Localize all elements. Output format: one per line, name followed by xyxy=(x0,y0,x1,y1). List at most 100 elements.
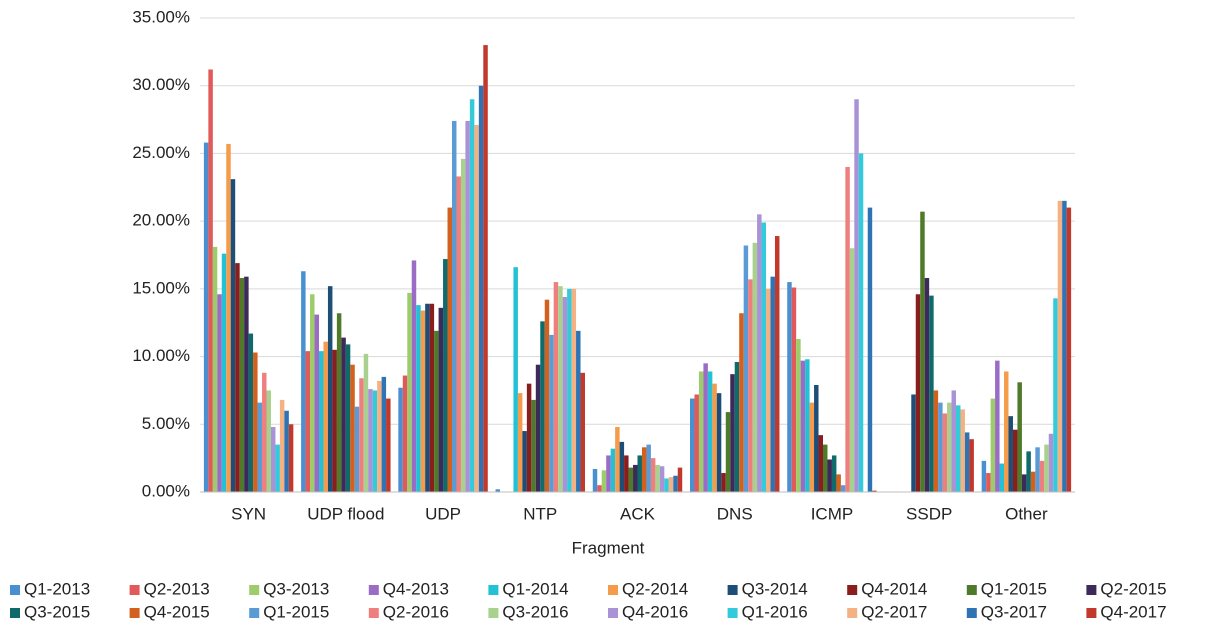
bar xyxy=(558,286,563,492)
legend-label: Q1-2015 xyxy=(263,602,329,621)
bar xyxy=(323,341,328,492)
legend-swatch xyxy=(129,608,140,618)
x-tick-label: ICMP xyxy=(811,504,854,523)
legend-swatch xyxy=(368,585,379,595)
bar xyxy=(336,313,342,492)
bar xyxy=(341,337,346,492)
bar xyxy=(668,477,674,492)
legend-label: Q3-2013 xyxy=(263,579,329,598)
bar xyxy=(416,305,421,492)
bar xyxy=(517,393,523,492)
bar xyxy=(1035,447,1040,492)
bar xyxy=(1021,474,1027,492)
bar xyxy=(319,351,324,492)
y-tick-label: 15.00% xyxy=(132,278,190,297)
bar xyxy=(262,372,267,492)
bar xyxy=(447,207,452,492)
bar xyxy=(460,158,466,493)
bar xyxy=(703,363,708,492)
bar xyxy=(386,398,391,492)
legend-swatch xyxy=(10,608,20,618)
bar xyxy=(1053,298,1058,492)
legend-swatch xyxy=(368,608,379,618)
bar xyxy=(377,380,382,492)
bar xyxy=(456,176,461,493)
bar xyxy=(544,299,550,492)
bar xyxy=(275,444,280,492)
bar xyxy=(535,364,541,492)
bar xyxy=(327,286,333,492)
legend-swatch xyxy=(847,585,858,595)
x-tick-label: UDP xyxy=(425,504,461,523)
bar xyxy=(990,398,996,492)
legend-swatch xyxy=(727,608,738,618)
bar xyxy=(872,490,877,492)
bar xyxy=(305,351,311,492)
bar xyxy=(239,278,245,492)
legend-label: Q1-2013 xyxy=(24,579,90,598)
bar xyxy=(951,390,956,492)
x-tick-label: SYN xyxy=(231,504,266,523)
bar xyxy=(208,69,213,492)
bar xyxy=(938,402,943,492)
legend-swatch xyxy=(488,585,499,595)
legend-swatch xyxy=(249,608,260,618)
legend-label: Q3-2016 xyxy=(502,602,568,621)
bar xyxy=(425,303,430,492)
bar xyxy=(831,455,837,492)
bar xyxy=(469,99,475,492)
legend-label: Q2-2016 xyxy=(383,602,449,621)
legend-swatch xyxy=(608,585,618,595)
bar xyxy=(960,409,965,492)
bar xyxy=(345,344,351,492)
bar xyxy=(942,413,948,492)
bar xyxy=(610,448,616,492)
legend-label: Q2-2014 xyxy=(622,579,688,598)
bar xyxy=(580,372,585,492)
bar xyxy=(698,371,704,492)
bar xyxy=(221,253,227,492)
bar xyxy=(279,399,285,492)
bar xyxy=(606,455,611,492)
bar xyxy=(443,259,448,492)
bar xyxy=(592,468,598,492)
bar xyxy=(1004,371,1009,492)
bar xyxy=(787,282,792,492)
legend-swatch xyxy=(249,585,260,595)
bar xyxy=(619,441,625,492)
bar xyxy=(217,294,222,492)
y-tick-label: 30.00% xyxy=(132,75,190,94)
bar xyxy=(995,360,1000,492)
bar xyxy=(752,242,758,492)
bar xyxy=(770,276,775,492)
legend-swatch xyxy=(10,585,20,595)
bar xyxy=(849,248,855,492)
bar xyxy=(576,330,581,492)
bar xyxy=(420,310,426,492)
y-tick-label: 0.00% xyxy=(142,481,190,500)
legend-label: Q3-2014 xyxy=(742,579,808,598)
bar xyxy=(429,303,435,492)
bar xyxy=(725,412,731,492)
bar xyxy=(495,489,501,492)
bar xyxy=(253,352,258,492)
bar xyxy=(226,143,231,492)
bar xyxy=(1012,429,1018,492)
bar xyxy=(664,478,669,492)
bar xyxy=(836,474,841,492)
bar xyxy=(288,424,294,492)
bar xyxy=(637,455,642,492)
bar xyxy=(203,142,209,492)
bar xyxy=(707,371,713,492)
y-tick-label: 25.00% xyxy=(132,143,190,162)
bar xyxy=(761,222,767,493)
bar xyxy=(805,359,810,492)
bar xyxy=(716,393,722,492)
bar xyxy=(1066,207,1072,492)
bar xyxy=(248,333,254,492)
bar xyxy=(827,459,832,492)
bar xyxy=(601,470,607,492)
bar xyxy=(474,124,479,492)
bar xyxy=(1030,471,1036,492)
legend-label: Q3-2017 xyxy=(981,602,1047,621)
